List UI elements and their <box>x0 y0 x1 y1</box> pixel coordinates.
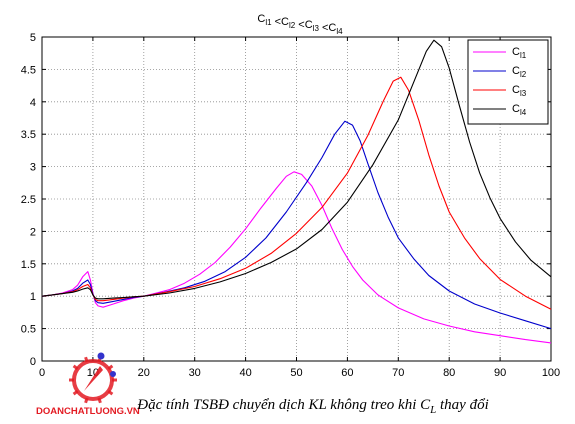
watermark-gear-tooth <box>107 389 114 396</box>
y-tick-label: 1 <box>30 291 36 303</box>
watermark-needle <box>84 366 103 391</box>
x-tick-label: 70 <box>392 367 404 379</box>
x-tick-label: 40 <box>239 367 251 379</box>
watermark-dot <box>110 371 116 377</box>
watermark-gear-tooth <box>84 397 89 404</box>
series-line-1 <box>41 171 552 344</box>
y-tick-label: 4 <box>30 97 36 109</box>
series-line-3 <box>41 76 552 310</box>
y-tick-label: 2.5 <box>21 194 36 206</box>
figure-caption: Đặc tính TSBĐ chuyển dịch KL không treo … <box>136 397 489 416</box>
chart-title-text: Cl1 <Cl2 <Cl3 <Cl4 <box>257 13 343 36</box>
caption-text: Đặc tính TSBĐ chuyển dịch KL không treo … <box>136 397 489 416</box>
axis-layer: 0 10 20 30 40 50 60 70 80 90 10000.511.522.533.544… <box>21 32 560 379</box>
legend-label-2: Cl2 <box>512 65 527 79</box>
legend-label-3: Cl3 <box>512 84 527 98</box>
x-tick-label: 60 <box>341 367 353 379</box>
x-tick-label: 50 <box>290 367 302 379</box>
watermark-gear-tooth <box>97 397 102 404</box>
watermark-gear-tooth <box>72 364 79 371</box>
legend-label-1: Cl1 <box>512 46 527 60</box>
y-tick-label: 2 <box>30 226 36 238</box>
watermark-logo: DOANCHATLUONG.VN <box>36 352 140 417</box>
y-tick-label: 3 <box>30 162 36 174</box>
x-tick-label: 30 <box>189 367 201 379</box>
y-tick-label: 1.5 <box>21 259 36 271</box>
x-tick-label: 80 <box>443 367 455 379</box>
series-layer <box>41 39 552 344</box>
watermark-gear-tooth <box>107 364 114 371</box>
y-tick-label: 0 <box>30 356 36 368</box>
y-tick-label: 3.5 <box>21 129 36 141</box>
watermark-dot <box>97 352 105 360</box>
legend-label-4: Cl4 <box>512 103 527 117</box>
series-line-2 <box>41 120 552 330</box>
y-tick-label: 0.5 <box>21 324 36 336</box>
chart-title: Cl1 <Cl2 <Cl3 <Cl4 <box>257 13 343 36</box>
legend: Cl1 Cl2 Cl3 Cl4 <box>467 39 549 125</box>
x-tick-label: 20 <box>138 367 150 379</box>
x-tick-label: 100 <box>542 367 560 379</box>
x-tick-label: 0 <box>39 367 45 379</box>
x-tick-label: 90 <box>494 367 506 379</box>
watermark-gear-tooth <box>84 356 89 363</box>
series-line-4 <box>41 39 552 300</box>
grid-layer <box>42 37 551 361</box>
y-tick-label: 4.5 <box>21 64 36 76</box>
watermark-text: DOANCHATLUONG.VN <box>36 406 140 417</box>
watermark-gear-tooth <box>72 389 79 396</box>
legend-box <box>467 39 549 125</box>
watermark-emblem <box>69 352 117 404</box>
y-tick-label: 5 <box>30 32 36 44</box>
